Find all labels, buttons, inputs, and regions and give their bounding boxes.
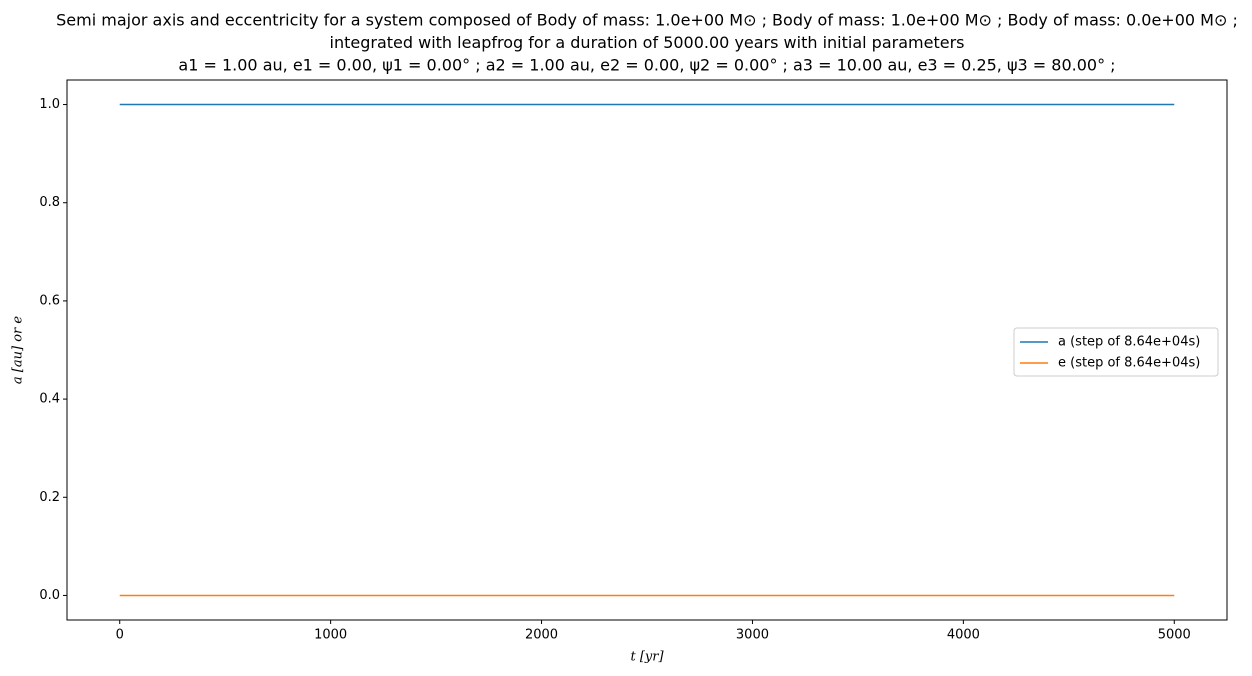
x-tick-label: 1000 bbox=[314, 628, 347, 643]
y-tick-label: 1.0 bbox=[39, 97, 60, 112]
legend-label: e (step of 8.64e+04s) bbox=[1058, 356, 1200, 371]
x-tick-label: 0 bbox=[116, 628, 124, 643]
y-tick-label: 0.0 bbox=[39, 588, 60, 603]
x-tick-label: 5000 bbox=[1158, 628, 1191, 643]
x-axis-label: t [yr] bbox=[630, 650, 664, 665]
y-tick-label: 0.6 bbox=[39, 293, 60, 308]
chart-title: Semi major axis and eccentricity for a s… bbox=[56, 11, 1238, 30]
chart-title: integrated with leapfrog for a duration … bbox=[330, 33, 965, 52]
plot-frame bbox=[66, 79, 1228, 621]
x-tick-label: 4000 bbox=[947, 628, 980, 643]
y-tick-label: 0.2 bbox=[39, 490, 60, 505]
chart-title: a1 = 1.00 au, e1 = 0.00, ψ1 = 0.00° ; a2… bbox=[178, 56, 1115, 75]
y-tick-label: 0.8 bbox=[39, 195, 60, 210]
legend-label: a (step of 8.64e+04s) bbox=[1058, 335, 1200, 350]
y-axis-label: a [au] or e bbox=[11, 316, 26, 384]
x-tick-label: 2000 bbox=[525, 628, 558, 643]
y-tick-label: 0.4 bbox=[39, 392, 60, 407]
legend-box bbox=[1013, 327, 1219, 377]
x-tick-label: 3000 bbox=[736, 628, 769, 643]
